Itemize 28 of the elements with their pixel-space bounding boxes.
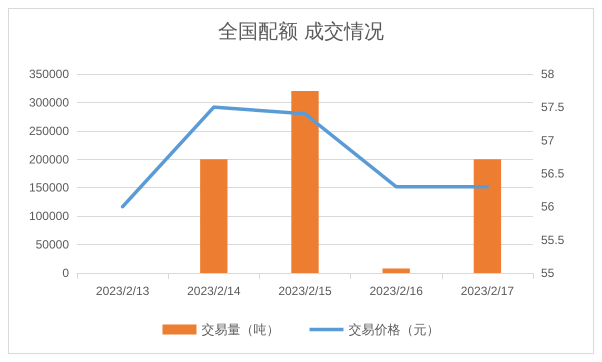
bar: [382, 268, 410, 273]
x-tick-label: 2023/2/13: [96, 284, 150, 298]
y2-tick-label: 57.5: [541, 100, 565, 114]
y-tick-label: 0: [62, 266, 70, 280]
bar: [200, 159, 228, 273]
y2-tick-label: 55.5: [541, 232, 565, 247]
y2-tick-label: 58: [541, 67, 555, 81]
y-tick-label: 150000: [28, 180, 70, 195]
legend-label: 交易价格（元）: [348, 322, 440, 337]
bar: [474, 159, 502, 273]
x-tick-label: 2023/2/14: [187, 284, 241, 298]
line-series: [120, 105, 490, 208]
legend-label: 交易量（吨）: [202, 322, 280, 337]
x-tick-label: 2023/2/16: [370, 284, 424, 298]
bar: [291, 91, 319, 273]
x-tick-label: 2023/2/15: [278, 284, 332, 298]
y-tick-label: 300000: [28, 95, 70, 110]
y-tick-label: 100000: [28, 209, 70, 224]
y-tick-label: 200000: [28, 152, 70, 166]
y2-tick-label: 57: [541, 133, 555, 148]
y2-tick-label: 56: [541, 200, 555, 214]
y-tick-label: 350000: [28, 67, 70, 81]
y2-tick-label: 55: [541, 266, 555, 280]
x-tick-label: 2023/2/17: [460, 284, 514, 298]
chart-title: 全国配额 成交情况: [218, 21, 384, 43]
y2-tick-label: 56.5: [541, 166, 565, 180]
y-tick-label: 250000: [28, 124, 70, 138]
y-tick-label: 50000: [36, 238, 70, 252]
